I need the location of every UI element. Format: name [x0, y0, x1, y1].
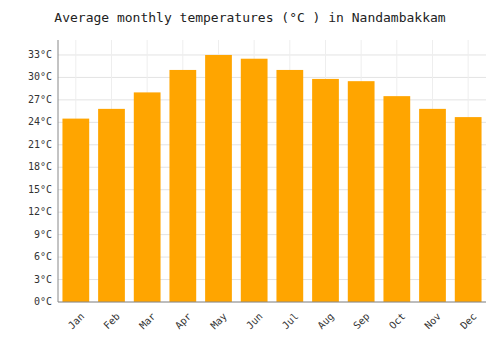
bar [276, 70, 303, 302]
y-tick-label: 12°C [28, 206, 52, 217]
x-tick-label: Mar [137, 311, 158, 332]
bar [312, 79, 339, 302]
x-tick-label: Nov [422, 311, 443, 332]
x-tick-label: Jan [66, 311, 87, 332]
bar [205, 55, 232, 302]
y-tick-label: 24°C [28, 116, 52, 127]
bar [348, 81, 375, 302]
y-tick-label: 30°C [28, 71, 52, 82]
y-ticks: 0°C 3°C 6°C 9°C 12°C 15°C 18°C 21°C 24°C 27°C 30°C… [28, 49, 52, 307]
x-tick-label: Jul [280, 311, 301, 332]
x-tick-label: May [208, 311, 229, 332]
bar [455, 117, 482, 302]
grid-line-y [58, 54, 486, 55]
y-tick-label: 18°C [28, 161, 52, 172]
title: Average monthly temperatures (°C ) in Na… [54, 10, 446, 25]
x-tick-label: Jun [244, 311, 265, 332]
bar [169, 70, 196, 302]
bar [241, 59, 268, 302]
y-tick-label: 6°C [34, 251, 52, 262]
axes [58, 40, 486, 302]
x-tick-label: Aug [315, 311, 336, 332]
x-ticks: Jan Feb Mar Apr May Jun Jul Aug Sep Oct Nov Dec [66, 311, 479, 332]
x-tick-label: Oct [387, 311, 408, 332]
bar [98, 109, 125, 302]
y-tick-label: 27°C [28, 94, 52, 105]
x-tick-label: Dec [458, 311, 479, 332]
bar [134, 92, 161, 302]
bar [62, 119, 89, 302]
y-axis-line [58, 40, 59, 302]
y-tick-label: 9°C [34, 229, 52, 240]
bar [419, 109, 446, 302]
x-tick-label: Sep [351, 311, 372, 332]
grid-line-y [58, 302, 486, 303]
x-axis-line [58, 302, 486, 303]
bar [383, 96, 410, 302]
y-tick-label: 33°C [28, 49, 52, 60]
grid [58, 40, 486, 302]
grid-line-y [58, 99, 486, 100]
chart: 0°C 3°C 6°C 9°C 12°C 15°C 18°C 21°C 24°C 27°C 30°C… [0, 0, 500, 350]
x-tick-label: Apr [173, 311, 194, 332]
y-tick-label: 0°C [34, 296, 52, 307]
bars [62, 55, 481, 302]
y-tick-label: 15°C [28, 184, 52, 195]
grid-line-y [58, 77, 486, 78]
x-tick-label: Feb [101, 311, 122, 332]
y-tick-label: 3°C [34, 274, 52, 285]
chart-container: 0°C 3°C 6°C 9°C 12°C 15°C 18°C 21°C 24°C 27°C 30°C… [0, 0, 500, 350]
y-tick-label: 21°C [28, 139, 52, 150]
